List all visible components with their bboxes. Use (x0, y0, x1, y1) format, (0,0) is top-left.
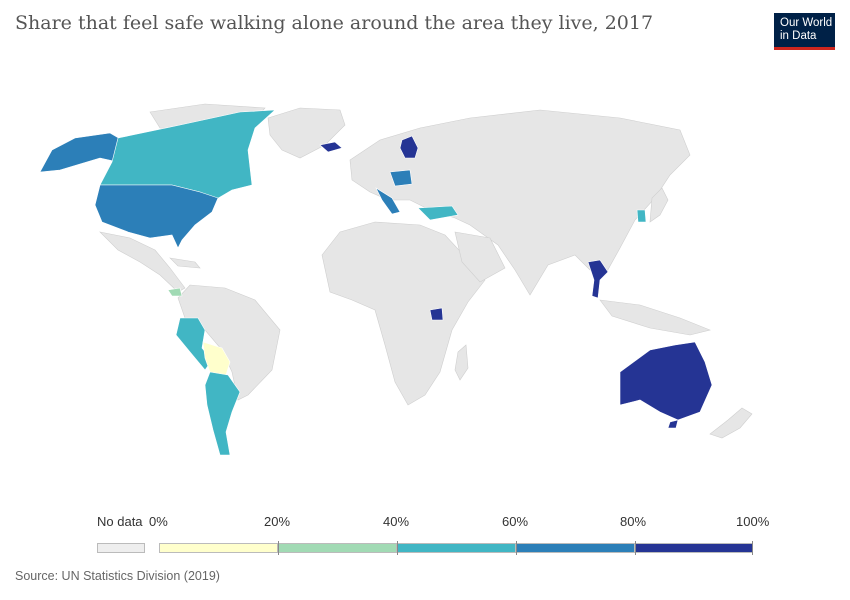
caribbean-region (169, 257, 201, 269)
legend-no-data-swatch (97, 543, 145, 553)
data-countries (39, 109, 713, 456)
source-note[interactable]: Source: UN Statistics Division (2019) (15, 569, 220, 583)
country-iceland (319, 141, 343, 153)
legend-bin-40-60[interactable] (397, 543, 516, 553)
country-alaska (39, 132, 123, 173)
legend-tick-mark (397, 541, 398, 555)
country-south-korea (636, 209, 647, 223)
legend-tick-mark (752, 541, 753, 555)
country-australia (619, 341, 713, 421)
legend-bin-0-20[interactable] (159, 543, 278, 553)
country-turkey (417, 205, 459, 221)
country-tasmania (667, 419, 679, 429)
madagascar-region (454, 344, 469, 381)
owid-logo[interactable]: Our World in Data (774, 13, 835, 50)
legend-tick-80: 80% (620, 514, 647, 529)
legend-tick-mark (635, 541, 636, 555)
country-poland (389, 169, 413, 187)
country-thailand (587, 259, 609, 299)
arabia-region (454, 231, 506, 283)
legend-tick-mark (516, 541, 517, 555)
new-zealand-region (709, 407, 753, 439)
legend-bin-60-80[interactable] (516, 543, 635, 553)
legend-tick-20: 20% (264, 514, 291, 529)
legend-bin-20-40[interactable] (278, 543, 397, 553)
legend-tick-0: 0% (149, 514, 168, 529)
no-data-land (99, 103, 753, 439)
world-map (39, 103, 753, 456)
indonesia-region (599, 299, 711, 336)
eurasia-region (349, 109, 691, 296)
legend-no-data-label: No data (97, 514, 143, 529)
legend-tick-100: 100% (736, 514, 770, 529)
mexico-region (99, 231, 186, 293)
country-italy (375, 187, 401, 215)
legend-tick-40: 40% (383, 514, 410, 529)
logo-line-1: Our World (780, 17, 833, 29)
country-finland (399, 135, 419, 159)
country-argentina (204, 371, 241, 456)
legend-bin-80-100[interactable] (635, 543, 753, 553)
country-uganda (429, 307, 444, 321)
country-usa (94, 184, 219, 249)
legend-tick-60: 60% (502, 514, 529, 529)
country-nicaragua (167, 287, 183, 297)
legend-tick-mark (278, 541, 279, 555)
chart-title: Share that feel safe walking alone aroun… (15, 12, 654, 34)
africa-region (321, 221, 486, 406)
japan-region (649, 187, 669, 223)
logo-line-2: in Data (780, 30, 817, 42)
